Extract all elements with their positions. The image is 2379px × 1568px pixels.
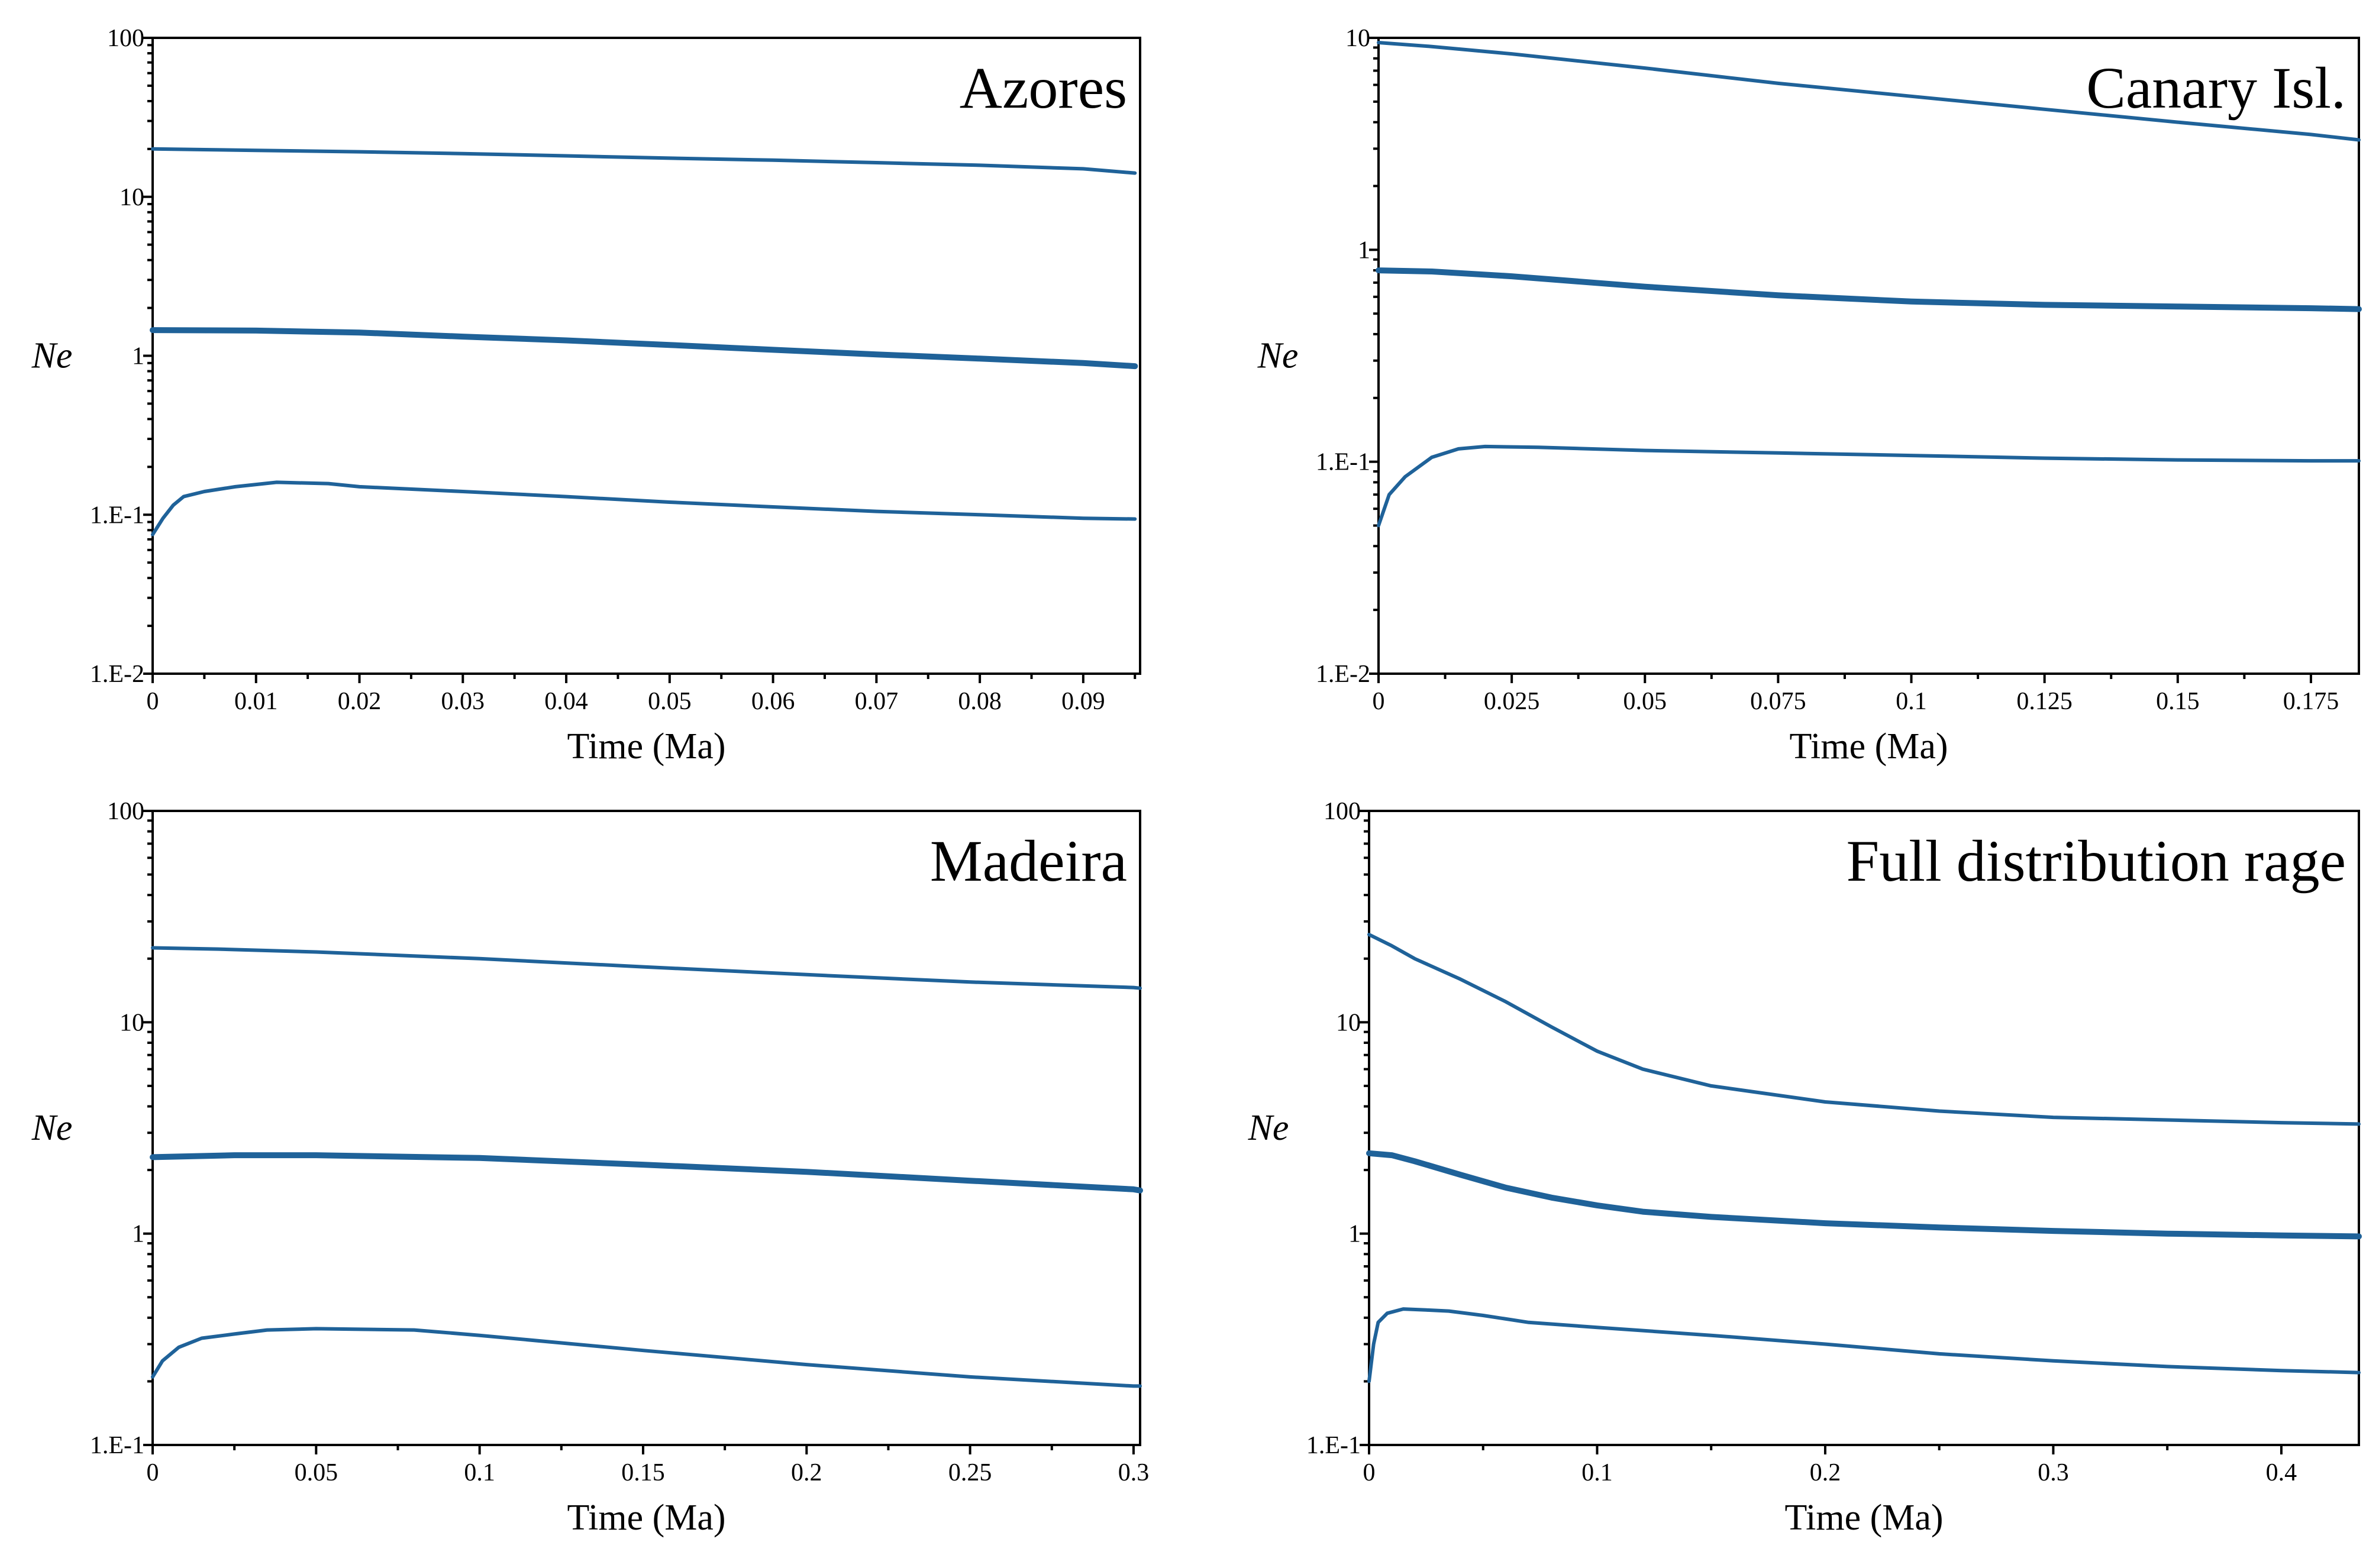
- azores-series-median: [150, 327, 1138, 370]
- madeira-x-axis-title: Time (Ma): [567, 1498, 725, 1538]
- madeira-plot-frame: [151, 810, 1141, 1446]
- canary-isl-x-tick-label: 0.175: [2283, 688, 2339, 715]
- azores-x-tick-label: 0.06: [751, 688, 795, 715]
- panel-canary-isl: 1.E-2 1.E-1 1 10 0 0.025 0.05 0.075 0.1 0.125 0.15…: [1257, 25, 2362, 767]
- full-distribution-series-lower: [1367, 1307, 2361, 1383]
- azores-x-axis-title: Time (Ma): [567, 726, 725, 767]
- canary-isl-y-tick-label: 1.E-1: [1316, 449, 1370, 476]
- azores-y-tick-label: 1: [132, 343, 144, 370]
- madeira-x-tick-label: 0.25: [948, 1459, 992, 1486]
- canary-isl-series-median: [1376, 267, 2362, 312]
- full-distribution-x-tick-label: 0.4: [2266, 1459, 2297, 1486]
- canary-isl-x-tick-label: 0.025: [1484, 688, 1540, 715]
- madeira-y-tick-label: 1: [132, 1221, 144, 1248]
- canary-isl-y-tick-label: 1.E-2: [1316, 661, 1370, 688]
- madeira-y-tick-label: 100: [107, 798, 144, 825]
- madeira-x-tick-label: 0.1: [464, 1459, 495, 1486]
- canary-isl-x-tick-label: 0.05: [1623, 688, 1667, 715]
- madeira-series-median: [150, 1152, 1143, 1194]
- azores-x-tick-label: 0.04: [544, 688, 588, 715]
- azores-y-tick-label: 10: [120, 184, 144, 211]
- full-distribution-panel-title: Full distribution rage: [1847, 828, 2346, 894]
- azores-x-tick-label: 0.02: [338, 688, 382, 715]
- panel-full-distribution: 1.E-1 1 10 100 0 0.1 0.2 0.3 0.4 Time (Ma) Ne Full …: [1248, 798, 2362, 1538]
- azores-series-lower: [151, 480, 1137, 536]
- full-distribution-y-tick-label: 100: [1324, 798, 1361, 825]
- canary-isl-series-lower: [1377, 444, 2361, 528]
- madeira-x-tick-label: 0.2: [791, 1459, 822, 1486]
- full-distribution-plot-frame: [1368, 810, 2360, 1446]
- madeira-series-upper: [151, 946, 1142, 990]
- azores-x-tick-label: 0.03: [441, 688, 485, 715]
- azores-x-tick-label: 0.05: [648, 688, 692, 715]
- madeira-y-tick-label: 1.E-1: [90, 1432, 144, 1459]
- madeira-y-axis-title: Ne: [31, 1108, 73, 1148]
- canary-isl-y-tick-label: 1: [1358, 237, 1370, 264]
- full-distribution-x-axis-title: Time (Ma): [1784, 1498, 1943, 1538]
- canary-isl-x-tick-label: 0.15: [2156, 688, 2200, 715]
- full-distribution-y-axis-title: Ne: [1248, 1108, 1289, 1148]
- full-distribution-series-median: [1366, 1150, 2362, 1240]
- full-distribution-y-tick-label: 10: [1336, 1009, 1361, 1036]
- azores-panel-title: Azores: [960, 55, 1127, 121]
- madeira-x-tick-label: 0.3: [1118, 1459, 1150, 1486]
- full-distribution-x-tick-label: 0.1: [1581, 1459, 1613, 1486]
- azores-y-tick-label: 1.E-1: [90, 502, 144, 529]
- madeira-series-lower: [151, 1327, 1142, 1388]
- canary-isl-plot-frame: [1377, 37, 2360, 675]
- canary-isl-x-tick-label: 0.075: [1750, 688, 1806, 715]
- panel-madeira: 1.E-1 1 10 100 0 0.05 0.1 0.15 0.2 0.25 0.3 Time (M…: [31, 798, 1150, 1538]
- madeira-y-tick-label: 10: [120, 1009, 144, 1036]
- azores-y-tick-label: 100: [107, 25, 144, 52]
- canary-isl-panel-title: Canary Isl.: [2086, 55, 2346, 121]
- full-distribution-x-tick-label: 0: [1363, 1459, 1376, 1486]
- full-distribution-series-upper: [1367, 933, 2361, 1126]
- full-distribution-x-tick-label: 0.2: [1810, 1459, 1841, 1486]
- azores-plot-frame: [151, 37, 1141, 675]
- canary-isl-y-axis-title: Ne: [1257, 336, 1299, 376]
- canary-isl-x-tick-label: 0.1: [1896, 688, 1927, 715]
- canary-isl-series-upper: [1377, 41, 2361, 142]
- azores-x-tick-label: 0: [147, 688, 159, 715]
- madeira-x-tick-label: 0: [147, 1459, 159, 1486]
- full-distribution-x-tick-label: 0.3: [2038, 1459, 2069, 1486]
- canary-isl-y-tick-label: 10: [1345, 25, 1370, 52]
- panel-azores: 1.E-2 1.E-1 1 10 100 0 0.01 0.02 0.03 0.04 0.05 0.0…: [31, 25, 1141, 767]
- canary-isl-x-tick-label: 0.125: [2016, 688, 2073, 715]
- azores-y-tick-label: 1.E-2: [90, 661, 144, 688]
- full-distribution-y-tick-label: 1: [1348, 1221, 1361, 1248]
- madeira-x-tick-label: 0.15: [621, 1459, 665, 1486]
- azores-x-tick-label: 0.08: [958, 688, 1002, 715]
- canary-isl-x-axis-title: Time (Ma): [1789, 726, 1948, 767]
- azores-series-upper: [151, 147, 1137, 175]
- madeira-x-tick-label: 0.05: [295, 1459, 338, 1486]
- azores-x-tick-label: 0.09: [1061, 688, 1105, 715]
- azores-x-tick-label: 0.07: [855, 688, 899, 715]
- azores-y-axis-title: Ne: [31, 336, 73, 376]
- canary-isl-x-tick-label: 0: [1373, 688, 1385, 715]
- azores-x-tick-label: 0.01: [234, 688, 278, 715]
- full-distribution-y-tick-label: 1.E-1: [1306, 1432, 1361, 1459]
- madeira-panel-title: Madeira: [930, 828, 1127, 894]
